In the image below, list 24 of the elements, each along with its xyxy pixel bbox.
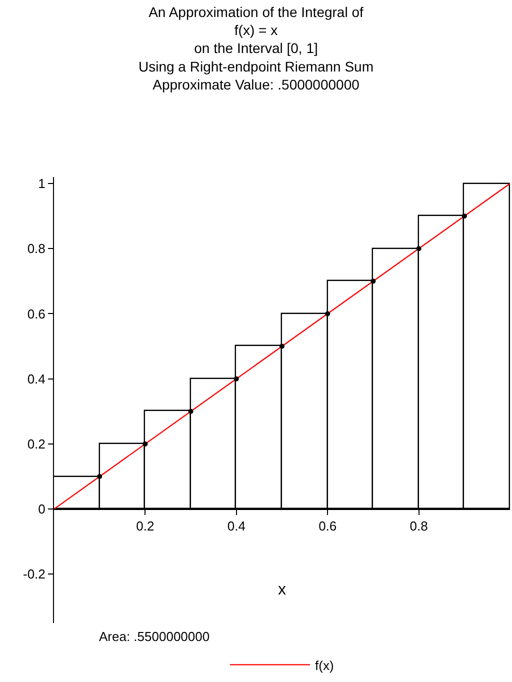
x-axis-title: x xyxy=(278,581,286,598)
point xyxy=(97,474,102,479)
y-tick-label: 0.6 xyxy=(27,306,46,322)
x-tick-label: 0.4 xyxy=(227,518,246,534)
point xyxy=(325,311,330,316)
point xyxy=(416,246,422,252)
y-tick-label: -0.2 xyxy=(22,566,46,582)
y-tick-label: 0 xyxy=(38,502,46,517)
point xyxy=(370,278,376,284)
chart-title: An Approximation of the Integral of f(x) = x on the Interval [0, 1] Using a Right-endpoint Riemann Sum Approximate Value: .5000000000 xyxy=(138,4,374,93)
point xyxy=(234,376,239,382)
point xyxy=(142,441,148,446)
text: Area: .5500000000 xyxy=(99,629,210,644)
y-tick-label: 0.2 xyxy=(27,436,46,452)
text: f(x) xyxy=(315,658,334,673)
y-tick-label: 0.8 xyxy=(27,241,46,256)
point xyxy=(188,408,194,414)
x-tick-label: 0.2 xyxy=(136,518,154,534)
point xyxy=(280,344,284,349)
point xyxy=(462,214,467,219)
y-tick-label: 0.4 xyxy=(27,371,46,386)
x-tick-label: 0.8 xyxy=(410,518,428,534)
y-tick-label: 1 xyxy=(38,176,46,192)
x-tick-label: 0.6 xyxy=(318,518,337,534)
